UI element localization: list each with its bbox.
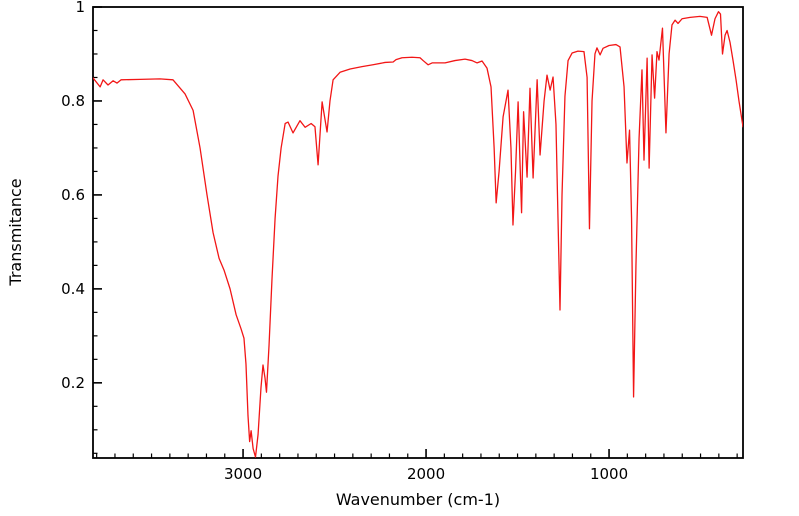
y-tick-label: 0.6 [61, 186, 85, 204]
spectrum-line-group [93, 11, 743, 458]
spectrum-line [93, 11, 743, 458]
x-tick-label: 1000 [590, 465, 628, 483]
y-tick-label: 1 [75, 0, 85, 16]
x-axis-ticks [96, 449, 738, 458]
axes-box [92, 6, 744, 459]
x-axis-label: Wavenumber (cm-1) [336, 490, 500, 509]
y-tick-label: 0.2 [61, 374, 85, 392]
y-axis-label: Transmitance [6, 178, 25, 286]
y-axis-ticks [93, 6, 102, 454]
y-tick-label: 0.4 [61, 280, 85, 298]
y-tick-label: 0.8 [61, 92, 85, 110]
x-tick-label: 2000 [407, 465, 445, 483]
x-tick-label: 3000 [224, 465, 262, 483]
tick-labels: 3000 2000 1000 0.2 0.4 0.6 0.8 1 [61, 0, 628, 483]
